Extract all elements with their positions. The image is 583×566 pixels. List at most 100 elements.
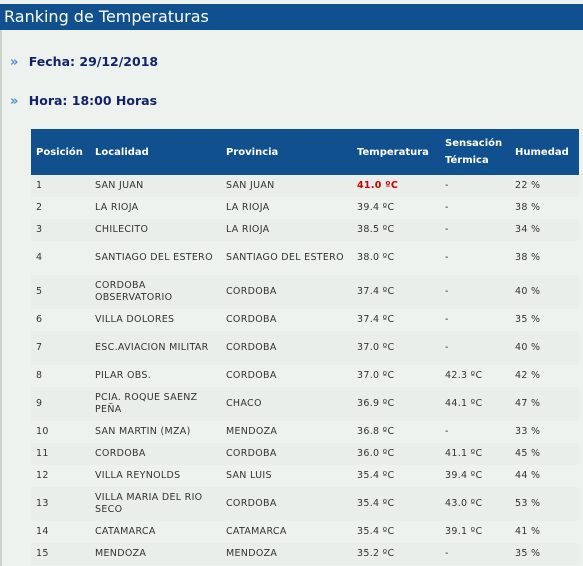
cell-localidad: CHILECITO <box>90 219 221 241</box>
cell-sensacion: - <box>440 331 510 365</box>
cell-sensacion: - <box>440 219 510 241</box>
cell-provincia: SAN JUAN <box>221 175 352 197</box>
cell-humedad: 41 % <box>510 521 579 543</box>
table-row: 11 CORDOBA CORDOBA 36.0 ºC 41.1 ºC 45 % <box>31 443 579 465</box>
date-label: Fecha: <box>28 54 76 69</box>
cell-localidad: LA RIOJA <box>90 197 221 219</box>
col-header-temperatura: Temperatura <box>352 129 440 175</box>
cell-localidad: CORDOBA <box>90 443 221 465</box>
cell-sensacion: 41.1 ºC <box>440 443 510 465</box>
table-row: 9 PCIA. ROQUE SAENZ PEÑA CHACO 36.9 ºC 44.1 … <box>31 387 579 421</box>
cell-provincia: CORDOBA <box>221 331 352 365</box>
date-value: 29/12/2018 <box>79 54 159 69</box>
cell-localidad: PILAR OBS. <box>90 365 221 387</box>
cell-provincia: LA RIOJA <box>221 197 352 219</box>
hour-info: » Hora: 18:00 Horas <box>10 93 157 109</box>
table-row: 3 CHILECITO LA RIOJA 38.5 ºC -34 % <box>31 219 579 241</box>
table-row: 4 SANTIAGO DEL ESTERO SANTIAGO DEL ESTERO 3… <box>31 241 579 275</box>
cell-localidad: VILLA MARIA DEL RIO SECO <box>90 487 221 521</box>
cell-humedad: 35 % <box>510 543 579 565</box>
cell-humedad: 47 % <box>510 387 579 421</box>
cell-provincia: SAN LUIS <box>221 465 352 487</box>
cell-localidad: ESC.AVIACION MILITAR <box>90 331 221 365</box>
cell-sensacion: - <box>440 421 510 443</box>
cell-localidad: MENDOZA <box>90 543 221 565</box>
cell-sensacion: - <box>440 241 510 275</box>
cell-temperatura: 37.4 ºC <box>352 309 440 331</box>
cell-posicion: 6 <box>31 309 90 331</box>
cell-temperatura: 38.0 ºC <box>352 241 440 275</box>
table-row: 5 CORDOBA OBSERVATORIO CORDOBA 37.4 ºC -40 % <box>31 275 579 309</box>
cell-humedad: 38 % <box>510 197 579 219</box>
table-row: 8 PILAR OBS. CORDOBA 37.0 ºC 42.3 ºC 42 % <box>31 365 579 387</box>
cell-humedad: 38 % <box>510 241 579 275</box>
cell-sensacion: - <box>440 309 510 331</box>
cell-localidad: SANTIAGO DEL ESTERO <box>90 241 221 275</box>
cell-posicion: 4 <box>31 241 90 275</box>
hour-label: Hora: <box>28 93 68 108</box>
cell-localidad: CATAMARCA <box>90 521 221 543</box>
table-header-row: Posición Localidad Provincia Temperatura… <box>31 129 579 175</box>
cell-posicion: 8 <box>31 365 90 387</box>
cell-localidad: VILLA REYNOLDS <box>90 465 221 487</box>
cell-posicion: 5 <box>31 275 90 309</box>
cell-provincia: MENDOZA <box>221 543 352 565</box>
cell-sensacion: - <box>440 197 510 219</box>
cell-provincia: LA RIOJA <box>221 219 352 241</box>
cell-temperatura: 35.4 ºC <box>352 465 440 487</box>
cell-sensacion: - <box>440 275 510 309</box>
table-row: 12 VILLA REYNOLDS SAN LUIS 35.4 ºC 39.4 ºC 44… <box>31 465 579 487</box>
table-row: 2 LA RIOJA LA RIOJA 39.4 ºC -38 % <box>31 197 579 219</box>
cell-provincia: CORDOBA <box>221 275 352 309</box>
table-row: 1 SAN JUAN SAN JUAN 41.0 ºC -22 % <box>31 175 579 197</box>
cell-posicion: 12 <box>31 465 90 487</box>
cell-provincia: CORDOBA <box>221 443 352 465</box>
cell-posicion: 9 <box>31 387 90 421</box>
cell-temperatura: 37.0 ºC <box>352 331 440 365</box>
cell-humedad: 44 % <box>510 465 579 487</box>
cell-localidad: SAN JUAN <box>90 175 221 197</box>
col-header-sensacion: Sensación Térmica <box>440 129 510 175</box>
table-row: 13 VILLA MARIA DEL RIO SECO CORDOBA 35.4 ºC… <box>31 487 579 521</box>
cell-provincia: CORDOBA <box>221 487 352 521</box>
cell-provincia: CORDOBA <box>221 309 352 331</box>
cell-localidad: VILLA DOLORES <box>90 309 221 331</box>
cell-humedad: 22 % <box>510 175 579 197</box>
table-row: 7 ESC.AVIACION MILITAR CORDOBA 37.0 ºC -40 % <box>31 331 579 365</box>
cell-temperatura: 36.8 ºC <box>352 421 440 443</box>
col-header-provincia: Provincia <box>221 129 352 175</box>
cell-temperatura: 41.0 ºC <box>352 175 440 197</box>
cell-sensacion: - <box>440 175 510 197</box>
cell-posicion: 11 <box>31 443 90 465</box>
table-row: 15 MENDOZA MENDOZA 35.2 ºC -35 % <box>31 543 579 565</box>
cell-sensacion: - <box>440 543 510 565</box>
cell-humedad: 33 % <box>510 421 579 443</box>
ranking-table: Posición Localidad Provincia Temperatura… <box>31 129 579 565</box>
cell-posicion: 13 <box>31 487 90 521</box>
cell-provincia: MENDOZA <box>221 421 352 443</box>
cell-posicion: 3 <box>31 219 90 241</box>
cell-temperatura: 38.5 ºC <box>352 219 440 241</box>
cell-temperatura: 35.2 ºC <box>352 543 440 565</box>
cell-posicion: 14 <box>31 521 90 543</box>
cell-posicion: 15 <box>31 543 90 565</box>
table-row: 10 SAN MARTIN (MZA) MENDOZA 36.8 ºC -33 % <box>31 421 579 443</box>
cell-temperatura: 39.4 ºC <box>352 197 440 219</box>
cell-sensacion: 39.4 ºC <box>440 465 510 487</box>
cell-humedad: 34 % <box>510 219 579 241</box>
cell-temperatura: 37.0 ºC <box>352 365 440 387</box>
cell-localidad: SAN MARTIN (MZA) <box>90 421 221 443</box>
cell-humedad: 35 % <box>510 309 579 331</box>
col-header-localidad: Localidad <box>90 129 221 175</box>
cell-provincia: CORDOBA <box>221 365 352 387</box>
cell-sensacion: 42.3 ºC <box>440 365 510 387</box>
cell-temperatura: 36.0 ºC <box>352 443 440 465</box>
cell-temperatura: 35.4 ºC <box>352 521 440 543</box>
cell-provincia: SANTIAGO DEL ESTERO <box>221 241 352 275</box>
cell-posicion: 2 <box>31 197 90 219</box>
cell-temperatura: 37.4 ºC <box>352 275 440 309</box>
cell-sensacion: 39.1 ºC <box>440 521 510 543</box>
left-border <box>0 30 2 566</box>
cell-localidad: CORDOBA OBSERVATORIO <box>90 275 221 309</box>
cell-posicion: 1 <box>31 175 90 197</box>
